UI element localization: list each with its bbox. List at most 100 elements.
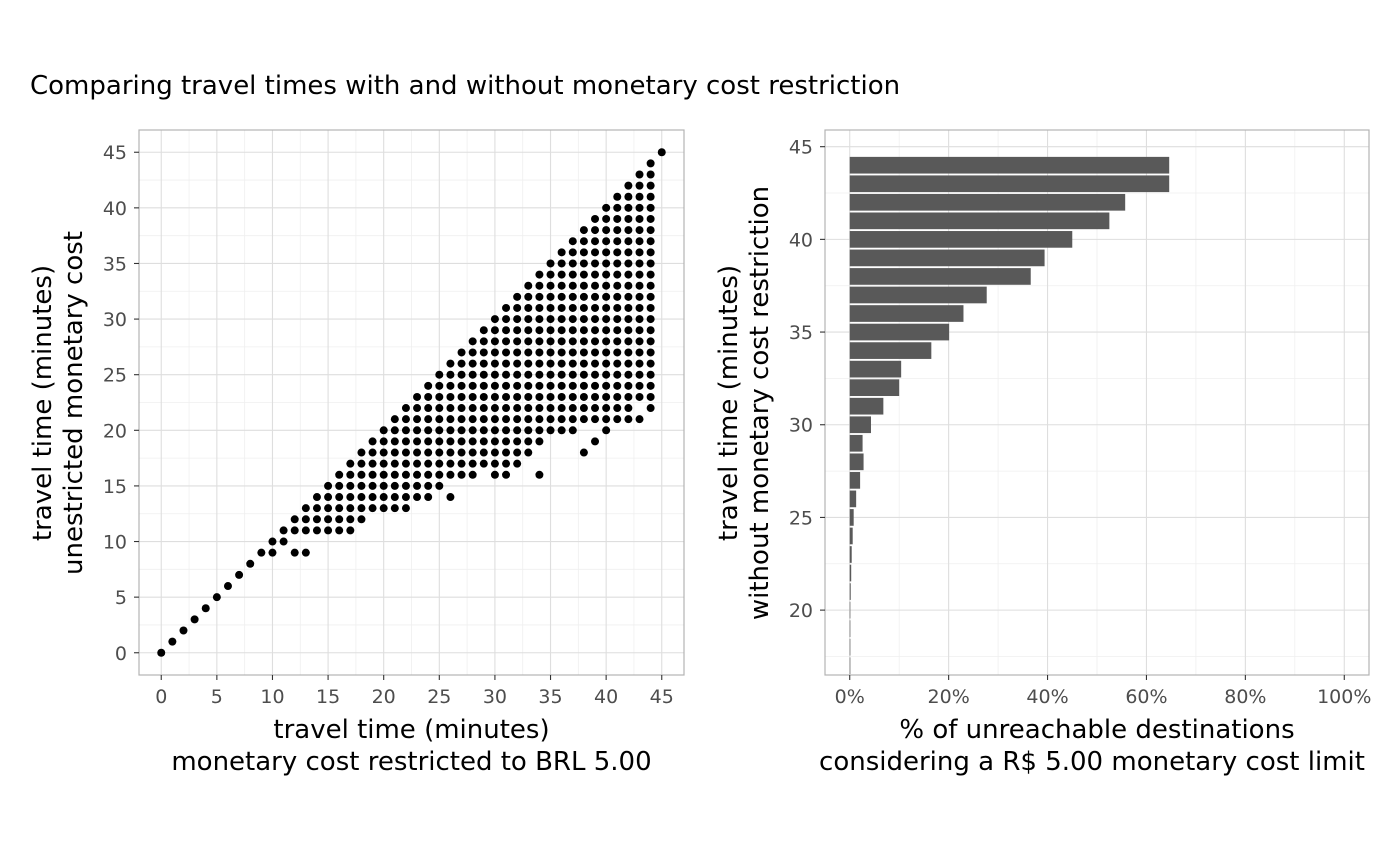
scatter-point — [591, 248, 600, 257]
scatter-point — [613, 381, 622, 390]
scatter-point — [546, 270, 555, 279]
scatter-point — [413, 437, 422, 446]
scatter-point — [613, 192, 622, 201]
scatter-point — [579, 448, 588, 457]
scatter-point — [190, 615, 199, 624]
scatter-point — [312, 526, 321, 535]
scatter-point — [279, 537, 288, 546]
scatter-point — [390, 415, 399, 424]
scatter-point — [591, 270, 600, 279]
bar-x-tick-label: 40% — [1026, 686, 1068, 708]
bar — [849, 342, 932, 359]
scatter-point — [546, 259, 555, 268]
scatter-point — [613, 292, 622, 301]
scatter-point — [646, 159, 655, 168]
scatter-point — [479, 359, 488, 368]
scatter-point — [591, 437, 600, 446]
scatter-point — [624, 270, 633, 279]
scatter-point — [546, 415, 555, 424]
scatter-point — [624, 326, 633, 335]
scatter-point — [546, 315, 555, 324]
scatter-point — [390, 459, 399, 468]
bar — [849, 601, 851, 619]
scatter-point — [646, 370, 655, 379]
scatter-point — [446, 426, 455, 435]
scatter-point — [546, 359, 555, 368]
scatter-point — [579, 392, 588, 401]
scatter-point — [390, 481, 399, 490]
scatter-point — [613, 415, 622, 424]
scatter-point — [357, 481, 366, 490]
scatter-point — [357, 448, 366, 457]
scatter-point — [457, 392, 466, 401]
scatter-point — [579, 348, 588, 357]
scatter-point — [613, 315, 622, 324]
scatter-point — [602, 248, 611, 257]
scatter-x-tick-label: 15 — [316, 686, 340, 708]
scatter-point — [602, 303, 611, 312]
scatter-point — [613, 348, 622, 357]
bar-x-tick-label: 100% — [1317, 686, 1371, 708]
scatter-point — [301, 548, 310, 557]
scatter-point — [368, 504, 377, 513]
scatter-point — [557, 337, 566, 346]
scatter-point — [579, 303, 588, 312]
scatter-point — [591, 237, 600, 246]
scatter-x-tick-label: 25 — [427, 686, 451, 708]
scatter-point — [646, 404, 655, 413]
bar — [849, 434, 863, 452]
scatter-point — [490, 359, 499, 368]
scatter-point — [646, 381, 655, 390]
bar-ticks: 0% 20% 40% 60% 80% 100% 20 25 30 35 40 45 — [789, 137, 1372, 708]
scatter-point — [368, 459, 377, 468]
bar — [849, 472, 861, 489]
scatter-point — [490, 326, 499, 335]
scatter-x-title-line1: travel time (minutes) — [273, 715, 549, 745]
scatter-point — [513, 315, 522, 324]
scatter-point — [579, 226, 588, 235]
scatter-point — [513, 415, 522, 424]
scatter-point — [413, 392, 422, 401]
scatter-point — [446, 381, 455, 390]
scatter-point — [435, 404, 444, 413]
scatter-point — [546, 281, 555, 290]
scatter-point — [513, 348, 522, 357]
scatter-point — [557, 248, 566, 257]
scatter-point — [357, 515, 366, 524]
scatter-point — [535, 470, 544, 479]
scatter-point — [401, 437, 410, 446]
scatter-point — [591, 292, 600, 301]
scatter-point — [591, 281, 600, 290]
scatter-point — [490, 392, 499, 401]
scatter-point — [246, 559, 255, 568]
scatter-point — [579, 292, 588, 301]
scatter-point — [424, 437, 433, 446]
scatter-point — [646, 281, 655, 290]
scatter-point — [602, 237, 611, 246]
scatter-point — [579, 326, 588, 335]
scatter-point — [635, 303, 644, 312]
scatter-point — [479, 337, 488, 346]
scatter-point — [635, 237, 644, 246]
scatter-point — [513, 426, 522, 435]
scatter-point — [502, 370, 511, 379]
bar — [849, 583, 851, 600]
scatter-point — [646, 292, 655, 301]
scatter-y-tick-label: 45 — [103, 142, 127, 164]
scatter-point — [490, 348, 499, 357]
scatter-point — [401, 404, 410, 413]
scatter-point — [624, 226, 633, 235]
bar — [849, 638, 851, 656]
scatter-point — [368, 437, 377, 446]
scatter-point — [602, 370, 611, 379]
scatter-point — [524, 337, 533, 346]
scatter-point — [613, 404, 622, 413]
scatter-point — [624, 281, 633, 290]
scatter-point — [624, 404, 633, 413]
scatter-point — [646, 303, 655, 312]
scatter-point — [602, 359, 611, 368]
scatter-point — [524, 426, 533, 435]
scatter-point — [602, 415, 611, 424]
scatter-point — [591, 392, 600, 401]
scatter-point — [557, 326, 566, 335]
